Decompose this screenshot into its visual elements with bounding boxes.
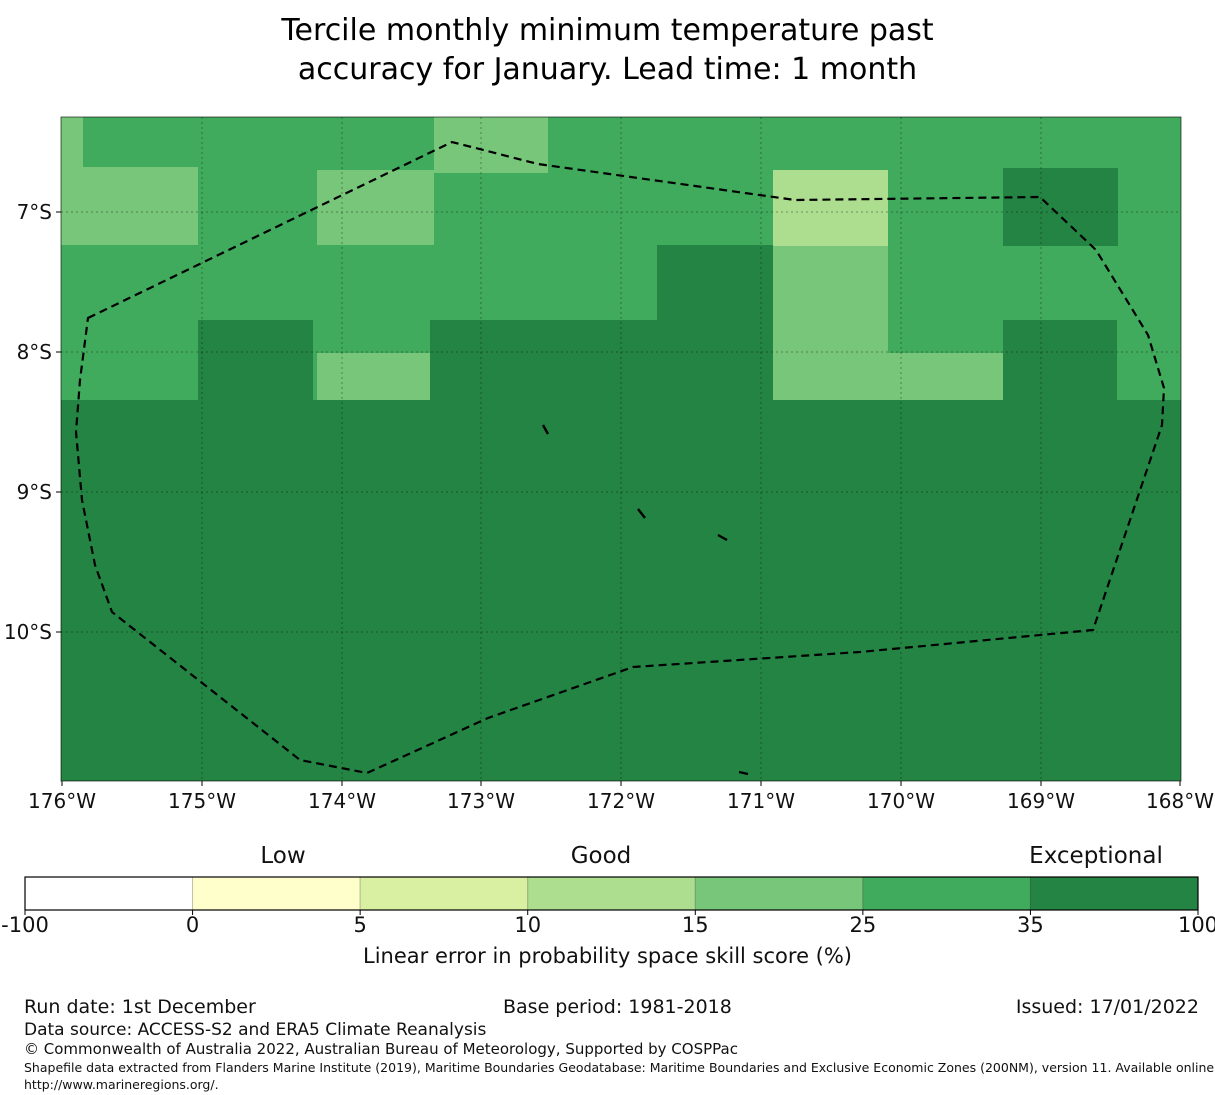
skill-cell bbox=[430, 320, 657, 400]
colorbar-class-label: Low bbox=[260, 843, 306, 869]
colorbar-tick-label: 25 bbox=[849, 913, 877, 937]
colorbar-tick-label: 0 bbox=[185, 913, 200, 937]
colorbar-tick-label: 10 bbox=[514, 913, 542, 937]
copyright-text: © Commonwealth of Australia 2022, Austra… bbox=[24, 1040, 738, 1058]
colorbar-segment bbox=[359, 876, 529, 911]
run-date-text: Run date: 1st December bbox=[24, 996, 256, 1018]
colorbar-caption: Linear error in probability space skill … bbox=[363, 944, 852, 968]
eez-dashed-boundary bbox=[74, 140, 1166, 775]
colorbar-tick-label: 5 bbox=[353, 913, 367, 937]
colorbar-tick-label: -100 bbox=[1, 913, 49, 937]
shapefile-note-line-1: Shapefile data extracted from Flanders M… bbox=[24, 1060, 1215, 1075]
x-tick-label: 169°W bbox=[1007, 789, 1075, 813]
x-tick-label: 172°W bbox=[587, 789, 655, 813]
colorbar-segment bbox=[694, 876, 864, 911]
base-period-text: Base period: 1981-2018 bbox=[503, 996, 732, 1018]
y-tick-label: 8°S bbox=[16, 340, 52, 364]
colorbar-segment bbox=[1029, 876, 1199, 911]
skill-cell bbox=[773, 353, 1003, 400]
x-tick-label: 174°W bbox=[308, 789, 376, 813]
colorbar-segment bbox=[862, 876, 1031, 911]
x-tick-label: 170°W bbox=[867, 789, 935, 813]
island-mark bbox=[637, 508, 646, 519]
x-tick-label: 173°W bbox=[447, 789, 515, 813]
skill-cell bbox=[198, 320, 313, 400]
colorbar-tick-label: 35 bbox=[1017, 913, 1044, 937]
y-tick-label: 9°S bbox=[16, 480, 52, 504]
skill-cell bbox=[773, 246, 888, 353]
colorbar-class-label: Exceptional bbox=[1029, 843, 1163, 869]
data-source-text: Data source: ACCESS-S2 and ERA5 Climate … bbox=[24, 1020, 487, 1040]
colorbar-segment bbox=[192, 876, 361, 911]
colorbar-border bbox=[24, 876, 1199, 911]
colorbar-class-label: Good bbox=[570, 843, 632, 869]
island-mark bbox=[738, 770, 749, 776]
skill-cell bbox=[83, 167, 198, 245]
title-line-2: accuracy for January. Lead time: 1 month bbox=[297, 52, 918, 87]
island-mark bbox=[541, 424, 550, 435]
title-line-1: Tercile monthly minimum temperature past bbox=[281, 13, 934, 48]
shapefile-note-line-2: http://www.marineregions.org/. bbox=[24, 1077, 219, 1092]
x-tick-label: 176°W bbox=[28, 789, 96, 813]
skill-cell bbox=[61, 117, 83, 245]
skill-cell bbox=[434, 117, 548, 173]
skill-cell bbox=[773, 170, 888, 246]
skill-cell bbox=[317, 170, 434, 245]
issued-date-text: Issued: 17/01/2022 bbox=[1015, 996, 1199, 1018]
x-tick-label: 175°W bbox=[168, 789, 236, 813]
colorbar-segment bbox=[24, 876, 194, 911]
page-title: Tercile monthly minimum temperature past… bbox=[0, 11, 1215, 89]
skill-cell bbox=[657, 245, 773, 400]
x-tick-label: 171°W bbox=[727, 789, 795, 813]
y-tick-label: 7°S bbox=[16, 200, 52, 224]
skill-cell bbox=[1003, 320, 1117, 400]
colorbar-segment bbox=[527, 876, 696, 911]
y-tick-label: 10°S bbox=[3, 620, 52, 644]
skill-cell bbox=[1003, 168, 1118, 246]
skill-cell bbox=[317, 353, 430, 400]
x-tick-label: 168°W bbox=[1146, 789, 1214, 813]
island-mark bbox=[717, 533, 728, 542]
colorbar-tick-label: 15 bbox=[681, 913, 709, 937]
colorbar-tick-label: 100 bbox=[1177, 913, 1215, 937]
